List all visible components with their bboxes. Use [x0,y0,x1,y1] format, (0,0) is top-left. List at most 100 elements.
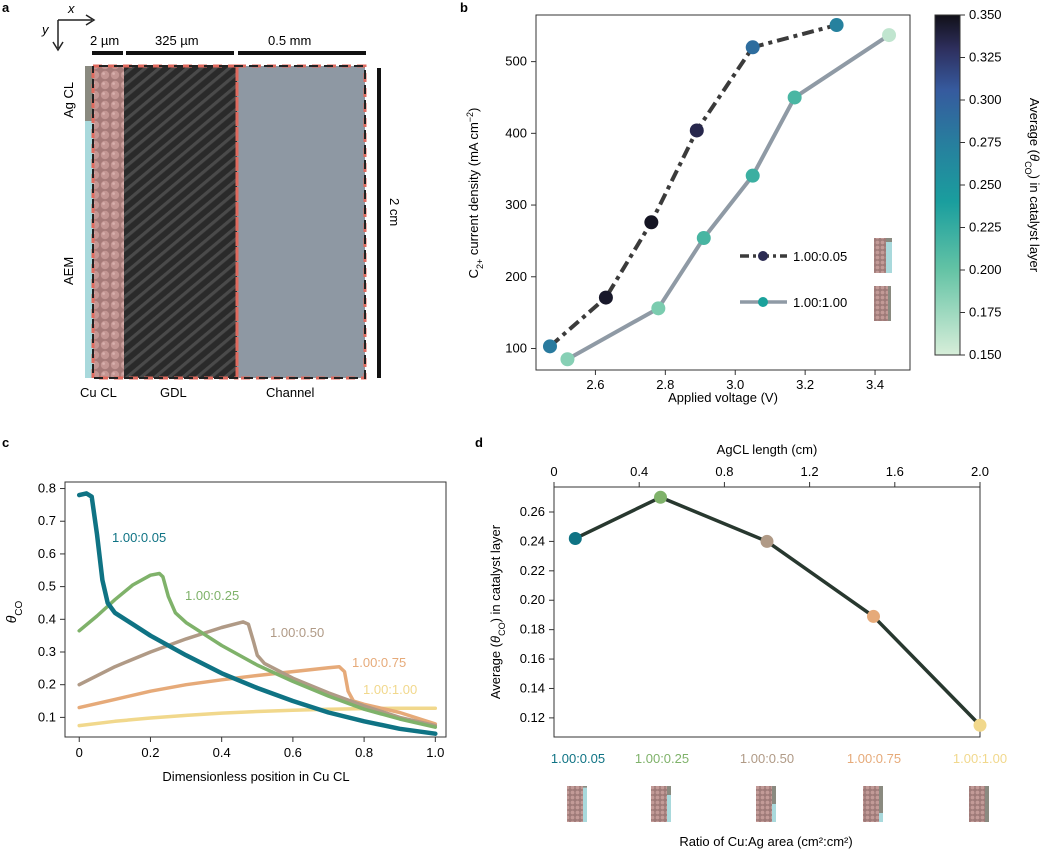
plot-b-xtick-1: 2.8 [656,377,674,392]
colorbar-tick-4: 0.250 [969,177,1002,192]
panel-d-letter: d [475,435,483,450]
plot-b-ylabel: C2+ current density (mA cm−2) [465,108,485,279]
plot-b-point-1-2 [696,231,711,246]
plot-c-xtick-2: 0.4 [213,745,231,760]
plot-d-top-xtick-1: 0.4 [630,464,648,479]
plot-d-point-1 [654,490,667,504]
plot-c-ytick-1: 0.2 [38,677,56,692]
plot-d-top-xtick-3: 1.2 [801,464,819,479]
plot-c-label-0: 1.00:0.05 [112,530,166,545]
plot-d-top-xtick-4: 1.6 [886,464,904,479]
plot-b-point-1-5 [882,28,897,43]
plot-d-ytick-1: 0.14 [520,680,545,695]
plot-b-xtick-4: 3.4 [866,377,884,392]
plot-c-ylabel: θCO [3,600,25,623]
plot-d-top-xtick-0: 0 [550,464,557,479]
plot-d-ytick-5: 0.22 [520,563,545,578]
cu-cl-label: Cu CL [80,385,117,400]
plot-c-labels: 1.00:0.05 1.00:0.25 1.00:0.50 1.00:0.75 … [112,530,417,697]
cu-cl-layer [93,66,124,378]
plot-d-thumb-4 [969,786,989,822]
plot-c-ytick-6: 0.7 [38,513,56,528]
colorbar-tick-8: 0.350 [969,7,1002,22]
plot-c-label-1: 1.00:0.25 [185,588,239,603]
aem-label: AEM [61,257,76,285]
panel-b-letter: b [460,0,468,15]
plot-c-ytick-0: 0.1 [38,709,56,724]
plot-d-category-0: 1.00:0.05 [551,751,605,766]
colorbar-tick-5: 0.275 [969,135,1002,150]
plot-d-category-3: 1.00:0.75 [847,751,901,766]
plot-b-series-line-1 [566,33,891,361]
colorbar-tick-1: 0.175 [969,305,1002,320]
plot-d-point-0 [568,531,582,545]
panel-c: c 0 0.2 0.4 0.6 0.8 1.0 0.1 0.2 0.3 0.4 0.5 0.6 0.7 0… [2,435,447,784]
aem-layer [85,66,93,378]
plot-d-ytick-0: 0.12 [520,710,545,725]
plot-c-series-line-0 [76,491,438,736]
plot-b-ytick-3: 400 [505,125,527,140]
panel-b: b 2.6 2.8 3.0 3.2 3.4 100 200 300 400 500 Applied… [460,0,1041,405]
plot-c-label-2: 1.00:0.50 [270,625,324,640]
plot-d-top-xtick-2: 0.8 [715,464,733,479]
plot-b-series-line-0 [548,23,838,348]
plot-d-ytick-2: 0.16 [520,651,545,666]
plot-c-xtick-1: 0.2 [141,745,159,760]
plot-d-frame [553,486,981,738]
colorbar-tick-3: 0.225 [969,220,1002,235]
plot-b-xtick-0: 2.6 [586,377,604,392]
panel-d: d AgCL length (cm) 0 0.4 0.8 1.2 1.6 2.0 0.12 0… [475,435,1007,849]
plot-c-xtick-3: 0.6 [284,745,302,760]
ag-cl-label: Ag CL [61,82,76,118]
plot-d-top-xlabel: AgCL length (cm) [717,442,818,457]
legend-b-thumb-1 [874,286,891,321]
plot-b-point-0-2 [644,215,659,230]
plot-d-thumb-1 [651,786,671,822]
panel-a-letter: a [2,0,10,15]
dim-gdl-label: 325 µm [155,33,199,48]
plot-b-point-1-0 [560,352,575,367]
panel-a: a x y 2 µm 325 µm 0.5 mm Ag CL AEM 2 cm … [2,0,402,400]
plot-d-point-4 [973,718,987,732]
plot-b-point-0-4 [745,40,760,55]
plot-b-xlabel: Applied voltage (V) [668,390,778,405]
plot-d-ytick-6: 0.24 [520,533,545,548]
plot-c-xtick-0: 0 [76,745,83,760]
plot-b-point-0-5 [829,18,844,33]
plot-b-point-1-3 [745,168,760,183]
plot-d-thumb-3 [863,786,883,822]
plot-d-thumb-0 [567,786,587,822]
height-label: 2 cm [387,198,402,226]
plot-b-legend: 1.00:0.05 1.00:1.00 [740,238,892,321]
plot-b-point-0-0 [542,339,557,354]
plot-b-ytick-1: 200 [505,269,527,284]
plot-d-point-2 [760,534,774,548]
plot-d-ytick-7: 0.26 [520,504,545,519]
colorbar-tick-7: 0.325 [969,50,1002,65]
colorbar-tick-0: 0.150 [969,347,1002,362]
channel-layer [237,66,365,378]
plot-d-ytick-3: 0.18 [520,622,545,637]
plot-c-xtick-5: 1.0 [426,745,444,760]
plot-d-ylabel: Average (θCO) in catalyst layer [488,524,507,699]
plot-c-xtick-4: 0.8 [355,745,373,760]
plot-d-category-1: 1.00:0.25 [635,751,689,766]
plot-b-point-1-4 [787,90,802,105]
plot-b-ytick-4: 500 [505,54,527,69]
plot-c-frame [64,481,447,738]
colorbar-label: Average (θCO) in catalyst layer [1023,98,1041,273]
colorbar-tick-2: 0.200 [969,262,1002,277]
plot-d-point-3 [867,609,880,623]
plot-b-ytick-0: 100 [505,340,527,355]
plot-c-ytick-2: 0.3 [38,644,56,659]
axis-x-label: x [67,1,75,16]
plot-b-point-0-1 [598,290,613,305]
legend-b-thumb-0 [874,238,892,273]
plot-c-ytick-5: 0.6 [38,546,56,561]
legend-b-label-0: 1.00:0.05 [793,249,847,264]
plot-d-category-2: 1.00:0.50 [740,751,794,766]
plot-b-ytick-2: 300 [505,197,527,212]
plot-c-series-line-2 [77,620,438,728]
channel-label: Channel [266,385,315,400]
